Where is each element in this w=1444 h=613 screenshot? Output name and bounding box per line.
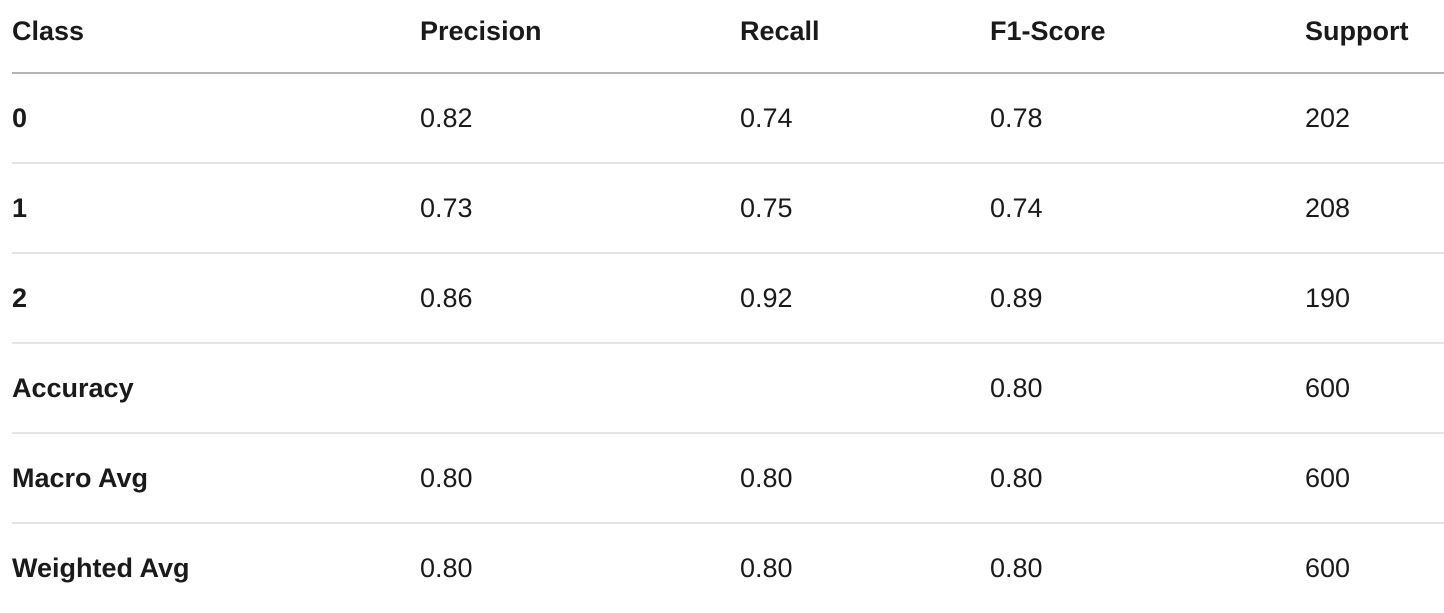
cell-recall: 0.80 bbox=[740, 433, 990, 524]
column-header-class: Class bbox=[12, 0, 420, 74]
cell-f1-score: 0.80 bbox=[990, 343, 1305, 434]
table-row-weighted-avg: Weighted Avg 0.80 0.80 0.80 600 bbox=[12, 523, 1444, 613]
cell-support: 190 bbox=[1305, 253, 1444, 344]
cell-f1-score: 0.78 bbox=[990, 73, 1305, 164]
cell-class: 1 bbox=[12, 163, 420, 254]
cell-class: 0 bbox=[12, 73, 420, 164]
cell-recall: 0.74 bbox=[740, 73, 990, 164]
column-header-support: Support bbox=[1305, 0, 1444, 74]
cell-precision: 0.80 bbox=[420, 433, 740, 524]
cell-recall bbox=[740, 343, 990, 434]
cell-support: 600 bbox=[1305, 343, 1444, 434]
cell-precision: 0.80 bbox=[420, 553, 473, 583]
cell-f1-score: 0.80 bbox=[990, 433, 1305, 524]
cell-recall: 0.92 bbox=[740, 253, 990, 344]
cell-class: 2 bbox=[12, 253, 420, 344]
table-row-macro-avg: Macro Avg 0.80 0.80 0.80 600 bbox=[12, 433, 1444, 524]
cell-recall: 0.80 bbox=[740, 553, 793, 583]
classification-report-table: Class Precision Recall F1-Score Support … bbox=[12, 0, 1444, 613]
cell-class: Accuracy bbox=[12, 343, 420, 434]
header-row: Class Precision Recall F1-Score Support bbox=[12, 0, 1444, 74]
cell-class: Weighted Avg bbox=[12, 553, 190, 583]
column-header-recall: Recall bbox=[740, 0, 990, 74]
cell-support: 600 bbox=[1305, 433, 1444, 524]
cell-support: 600 bbox=[1305, 553, 1351, 583]
cell-precision: 0.82 bbox=[420, 73, 740, 164]
cell-precision: 0.73 bbox=[420, 163, 740, 254]
cell-precision: 0.86 bbox=[420, 253, 740, 344]
cell-precision bbox=[420, 343, 740, 434]
table-row-accuracy: Accuracy 0.80 600 bbox=[12, 343, 1444, 434]
cell-recall: 0.75 bbox=[740, 163, 990, 254]
table-row-class-1: 1 0.73 0.75 0.74 208 bbox=[12, 163, 1444, 254]
cell-f1-score: 0.80 bbox=[990, 553, 1043, 583]
table-row-class-2: 2 0.86 0.92 0.89 190 bbox=[12, 253, 1444, 344]
cell-support: 202 bbox=[1305, 73, 1444, 164]
cell-f1-score: 0.89 bbox=[990, 253, 1305, 344]
cell-f1-score: 0.74 bbox=[990, 163, 1305, 254]
column-header-precision: Precision bbox=[420, 0, 740, 74]
cell-support: 208 bbox=[1305, 163, 1444, 254]
cell-class: Macro Avg bbox=[12, 433, 420, 524]
column-header-f1-score: F1-Score bbox=[990, 0, 1305, 74]
table-row-class-0: 0 0.82 0.74 0.78 202 bbox=[12, 73, 1444, 164]
